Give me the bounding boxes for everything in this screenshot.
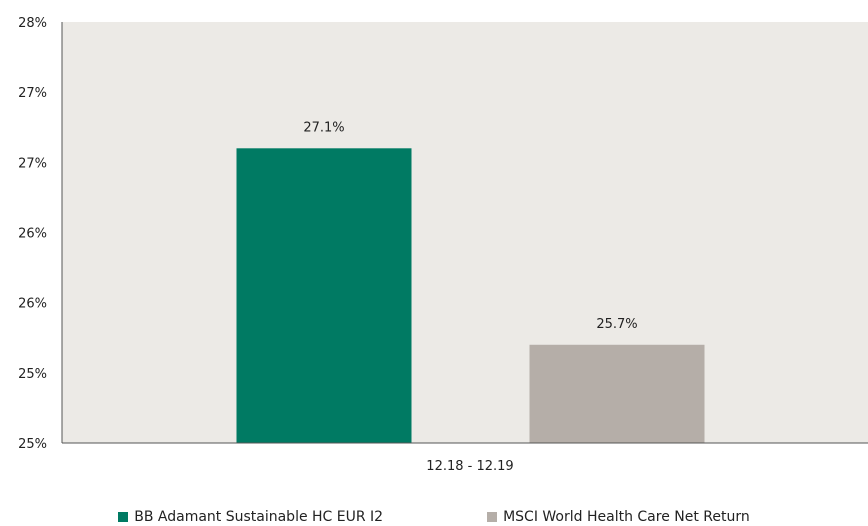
data-labels: 27.1% 25.7%	[303, 120, 637, 331]
legend-label-benchmark: MSCI World Health Care Net Return	[503, 509, 750, 525]
legend-label-fund: BB Adamant Sustainable HC EUR I2	[134, 509, 384, 525]
plot-area	[62, 22, 868, 443]
data-label-benchmark: 25.7%	[596, 317, 637, 332]
y-tick-label: 26%	[18, 297, 47, 312]
y-tick-label: 27%	[18, 86, 47, 101]
x-axis-category-label: 12.18 - 12.19	[426, 459, 513, 474]
y-tick-label: 25%	[18, 367, 47, 382]
legend: BB Adamant Sustainable HC EUR I2 MSCI Wo…	[0, 508, 868, 526]
bar-fund	[236, 148, 412, 444]
bars	[236, 148, 705, 444]
data-label-fund: 27.1%	[303, 120, 344, 135]
y-tick-label: 28%	[18, 16, 47, 31]
bar-benchmark	[529, 344, 705, 443]
y-tick-label: 26%	[18, 227, 47, 242]
bar-chart: 28% 27% 27% 26% 26% 25% 25% 27.1% 25.7% 12.18 -…	[18, 16, 868, 474]
legend-swatch-benchmark	[487, 512, 498, 522]
legend-item-benchmark: MSCI World Health Care Net Return	[487, 508, 750, 526]
legend-swatch-fund	[118, 512, 129, 522]
y-axis-ticks: 28% 27% 27% 26% 26% 25% 25%	[18, 16, 47, 452]
legend-item-fund: BB Adamant Sustainable HC EUR I2	[118, 508, 383, 526]
y-tick-label: 27%	[18, 156, 47, 171]
y-tick-label: 25%	[18, 437, 47, 452]
